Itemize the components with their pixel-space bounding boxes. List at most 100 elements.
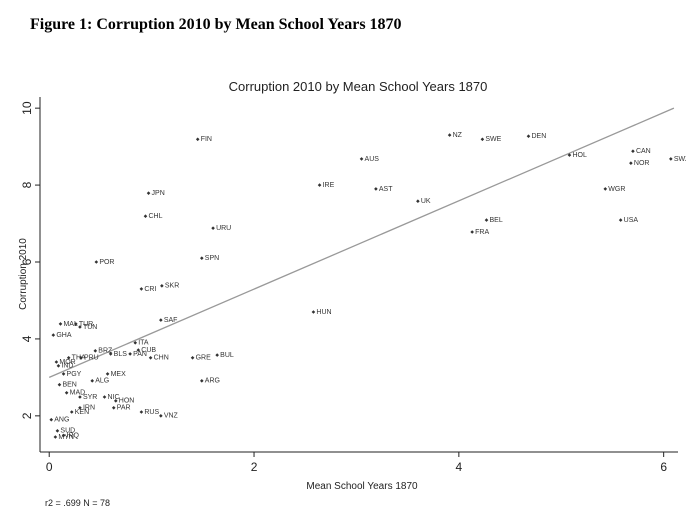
point [195,137,200,142]
point-label: SYR [83,394,97,401]
point-label: USA [624,217,639,224]
point-label: IRN [83,405,95,412]
point [78,405,82,410]
point-label: MAD [70,390,86,397]
x-axis-label: Mean School Years 1870 [306,481,418,492]
point [480,137,485,142]
point [54,360,59,364]
point [93,349,98,353]
point [57,382,62,387]
point [215,353,219,357]
point [631,149,635,154]
x-tick-label: 4 [456,460,463,474]
point [133,340,138,345]
point-label: ITA [138,340,149,347]
point [113,399,118,403]
point [567,153,572,157]
point-label: BRZ [98,348,113,355]
point-label: GHA [56,332,72,339]
point-label: VNZ [164,413,179,420]
point [603,187,608,191]
y-tick-label: 2 [20,412,34,419]
point-label: KEN [75,409,89,416]
point-label: ARG [205,378,220,385]
point-label: FRA [475,229,489,236]
point [111,405,116,410]
point [61,372,66,376]
point [317,183,322,187]
point-label: CRI [144,286,156,293]
point [55,429,60,433]
point-label: MYN [58,434,74,441]
point [56,364,61,368]
point [159,318,163,322]
point-label: SKR [165,283,179,290]
point-label: BLS [114,351,128,358]
point [139,410,144,414]
point [58,322,63,326]
point [79,355,83,360]
chart-title: Corruption 2010 by Mean School Years 187… [229,79,488,94]
point-label: HON [119,398,135,405]
point-label: PRU [84,355,99,362]
point [139,287,144,291]
fit-line [48,107,675,378]
point [78,395,82,399]
point-label: SAF [164,317,178,324]
point-label: CAN [636,148,651,155]
point [64,390,69,395]
point-label: UK [421,198,431,205]
point [416,199,420,204]
point [51,333,56,337]
point [629,161,633,165]
point-label: CHL [148,213,162,220]
x-tick-label: 2 [251,460,258,474]
point [143,214,148,219]
point [447,133,452,137]
y-tick-label: 10 [20,101,34,115]
y-tick-label: 6 [20,258,34,265]
point-label: PAN [133,351,147,358]
point-label: SWZ [674,156,686,163]
point [618,218,623,222]
point-label: PAR [117,405,131,412]
y-tick-label: 4 [20,335,34,342]
point-label: MOR [59,359,75,366]
point [526,134,531,139]
figure-title: Figure 1: Corruption 2010 by Mean School… [30,16,402,33]
point [211,226,215,230]
point [470,230,474,234]
point-label: MAL [63,321,77,328]
point-label: SPN [205,255,219,262]
point [484,218,489,222]
point-label: BEN [62,382,76,389]
point-label: IRE [323,182,335,189]
point-label: DEN [531,133,546,140]
point [108,352,113,356]
point [49,417,54,422]
point-label: AST [379,186,393,193]
point-label: BEL [489,217,502,224]
point [78,325,82,329]
point [136,348,141,352]
point [66,355,71,360]
point [311,310,316,314]
point-label: POR [99,259,114,266]
point [102,395,107,399]
x-tick-label: 0 [46,460,53,474]
point-label: GRE [196,355,212,362]
point [200,379,204,383]
point-label: SWE [485,136,501,143]
point [105,372,110,376]
point-label: IRQ [67,432,80,439]
point [160,284,164,288]
point-label: BUL [220,352,234,359]
point [148,355,153,360]
point-label: AUS [365,156,380,163]
point [90,379,95,383]
y-axis-label: Corruption 2010 [18,238,29,310]
point-label: HOL [572,152,587,159]
point-label: JPN [152,190,165,197]
x-tick-label: 6 [660,460,667,474]
